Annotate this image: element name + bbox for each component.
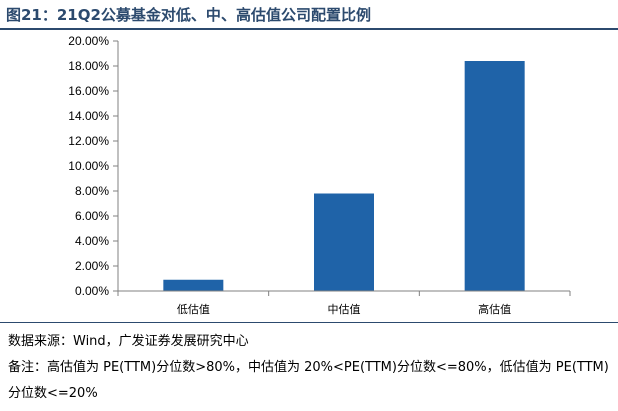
chart-area: 0.00% 2.00% 4.00% 6.00% 8.00% 10.00% 12.00% 14.…	[0, 30, 618, 320]
y-tick-label: 4.00%	[75, 234, 109, 248]
y-tick-label: 18.00%	[68, 59, 109, 73]
title-bar: 图21：21Q2公募基金对低、中、高估值公司配置比例	[0, 0, 618, 30]
bar-3	[464, 61, 525, 291]
source-note: 数据来源：Wind，广发证券发展研究中心	[8, 334, 249, 349]
x-category-label: 低估值	[177, 303, 210, 316]
y-tick-label: 12.00%	[68, 134, 109, 148]
x-axis: 低估值 中估值 高估值	[117, 290, 571, 316]
figure-title: 图21：21Q2公募基金对低、中、高估值公司配置比例	[6, 5, 371, 24]
y-axis: 0.00% 2.00% 4.00% 6.00% 8.00% 10.00% 12.00% 14.…	[68, 34, 119, 298]
y-tick-label: 0.00%	[75, 284, 109, 298]
y-tick-label: 20.00%	[68, 34, 109, 48]
y-tick-label: 2.00%	[75, 259, 109, 273]
x-category-label: 高估值	[478, 302, 511, 316]
y-tick-label: 10.00%	[68, 159, 109, 173]
footer-divider	[0, 322, 618, 323]
bar-2	[314, 193, 374, 291]
y-tick-label: 8.00%	[75, 184, 109, 198]
remark-note: 备注：高估值为 PE(TTM)分位数>80%，中估值为 20%<PE(TTM)分…	[8, 360, 609, 401]
bar-1	[163, 279, 224, 291]
footer: 数据来源：Wind，广发证券发展研究中心 备注：高估值为 PE(TTM)分位数>…	[8, 329, 612, 407]
y-tick-label: 16.00%	[68, 84, 109, 98]
y-tick-label: 14.00%	[68, 109, 109, 123]
y-tick-label: 6.00%	[75, 209, 109, 223]
x-category-label: 中估值	[328, 303, 361, 316]
bar-chart: 0.00% 2.00% 4.00% 6.00% 8.00% 10.00% 12.00% 14.…	[68, 34, 571, 316]
bars	[163, 61, 525, 291]
